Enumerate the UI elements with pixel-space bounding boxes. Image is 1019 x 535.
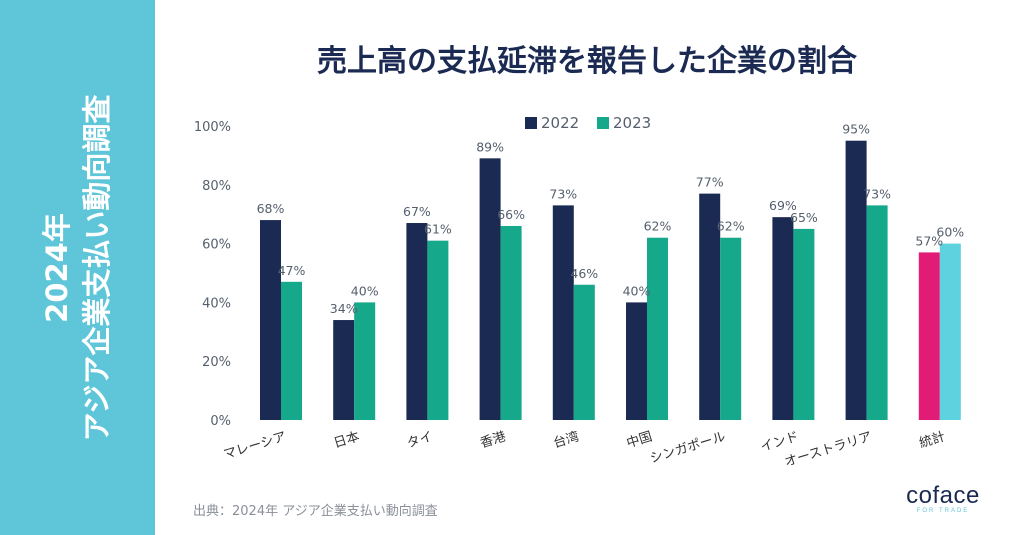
legend-label-2023: 2023: [613, 114, 651, 132]
data-label-2023: 66%: [497, 207, 525, 222]
y-tick-label: 60%: [202, 238, 231, 253]
x-tick-label: 日本: [332, 429, 361, 451]
bar-2023: [866, 205, 888, 420]
data-label-2022: 77%: [696, 175, 724, 190]
data-label-2022: 95%: [842, 122, 870, 137]
bar-2022: [552, 205, 574, 420]
data-label-2022: 89%: [476, 139, 504, 154]
x-tick-label: 台湾: [551, 429, 581, 452]
bar-2022: [626, 302, 647, 420]
side-band: [0, 0, 155, 535]
x-tick-label: 香港: [479, 429, 508, 451]
data-label-2023: 62%: [717, 219, 745, 234]
legend-label-2022: 2022: [541, 114, 579, 132]
bar-2023: [647, 237, 668, 420]
bar-2023: [939, 243, 961, 420]
coface-logo: coface FOR TRADE: [893, 482, 993, 514]
bar-2022: [260, 220, 281, 420]
x-tick-label: マレーシア: [222, 429, 288, 462]
data-label-2022: 73%: [549, 186, 577, 201]
bar-2022: [699, 193, 721, 420]
data-label-2023: 46%: [570, 266, 598, 281]
legend-swatch-2022: [525, 117, 537, 129]
y-tick-label: 40%: [202, 296, 231, 311]
bar-2022: [845, 140, 867, 420]
bar-2023: [573, 284, 595, 420]
bar-2023: [281, 281, 302, 420]
data-label-2022: 57%: [915, 233, 943, 248]
logo-wordmark: coface: [906, 482, 980, 509]
bar-2023: [354, 302, 376, 420]
bar-2023: [500, 225, 522, 420]
data-label-2022: 67%: [403, 204, 431, 219]
data-label-2023: 40%: [351, 283, 379, 298]
x-tick-label: タイ: [405, 429, 434, 451]
y-tick-label: 0%: [210, 414, 231, 429]
bar-2022: [406, 223, 428, 420]
x-tick-label: 中国: [625, 429, 654, 451]
x-tick-label: 統計: [917, 429, 947, 452]
bar-2022: [772, 217, 794, 420]
x-tick-label: シンガポール: [648, 429, 727, 466]
data-label-2023: 62%: [644, 219, 672, 234]
data-label-2022: 68%: [257, 201, 285, 216]
source-note: 出典：2024年 アジア企業支払い動向調査: [193, 504, 438, 519]
y-tick-label: 20%: [202, 355, 231, 370]
data-label-2023: 73%: [863, 186, 891, 201]
bar-2022: [918, 252, 940, 420]
bar-2022: [333, 320, 355, 420]
data-label-2022: 34%: [330, 301, 358, 316]
data-label-2023: 60%: [936, 225, 964, 240]
x-tick-label: インド: [759, 429, 801, 455]
legend-swatch-2023: [597, 117, 609, 129]
data-label-2022: 40%: [623, 283, 651, 298]
logo-tagline: FOR TRADE: [916, 508, 970, 514]
bar-2023: [427, 240, 449, 420]
bar-2023: [793, 228, 815, 420]
data-label-2022: 69%: [769, 198, 797, 213]
bar-2023: [720, 237, 742, 420]
data-label-2023: 47%: [278, 263, 306, 278]
y-tick-label: 100%: [194, 120, 231, 135]
data-label-2023: 61%: [424, 222, 452, 237]
chart-title: 売上高の支払延滞を報告した企業の割合: [317, 44, 857, 79]
y-tick-label: 80%: [202, 179, 231, 194]
bar-2022: [479, 158, 501, 420]
data-label-2023: 65%: [790, 210, 818, 225]
